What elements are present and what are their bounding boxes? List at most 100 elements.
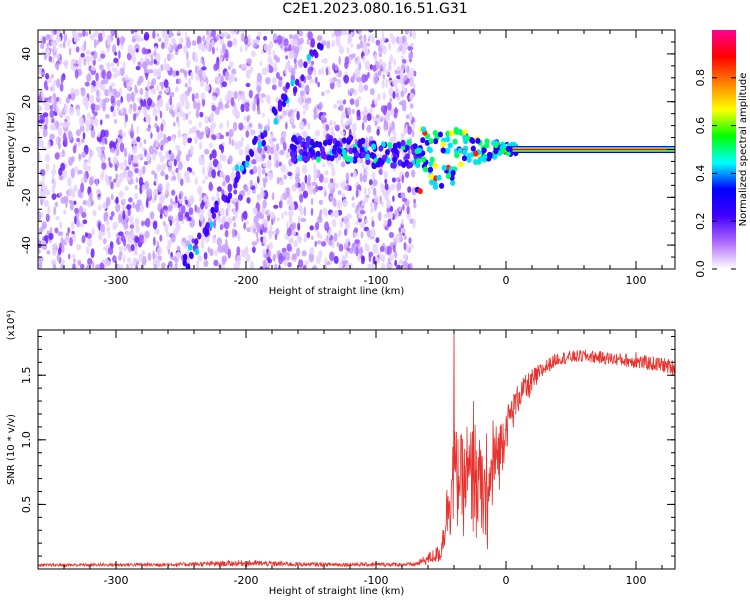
noise-blob — [118, 50, 121, 60]
noise-blob — [315, 221, 320, 231]
noise-blob — [401, 99, 407, 107]
noise-blob — [401, 45, 407, 55]
track-blob — [194, 238, 199, 246]
noise-blob — [257, 122, 262, 130]
noise-blob — [49, 133, 55, 140]
noise-blob — [356, 156, 361, 164]
noise-blob — [228, 91, 234, 96]
noise-blob — [100, 53, 106, 59]
noise-blob — [313, 167, 318, 176]
noise-blob — [44, 153, 51, 162]
noise-blob — [403, 128, 408, 135]
noise-blob — [218, 144, 223, 150]
noise-blob — [127, 153, 131, 163]
noise-blob — [202, 60, 206, 67]
band-blob — [290, 152, 296, 159]
noise-blob — [160, 123, 164, 132]
noise-blob — [290, 116, 295, 124]
noise-blob — [252, 165, 258, 174]
noise-blob — [142, 98, 147, 109]
noise-blob — [359, 172, 363, 183]
noise-blob — [191, 170, 196, 176]
noise-blob — [112, 255, 117, 263]
noise-blob — [160, 144, 164, 151]
noise-blob — [42, 128, 48, 138]
noise-blob — [225, 174, 231, 184]
noise-blob — [38, 152, 41, 162]
noise-blob — [281, 112, 286, 118]
noise-blob — [90, 248, 95, 259]
noise-blob — [388, 263, 394, 269]
noise-blob — [217, 216, 222, 223]
noise-blob — [50, 169, 57, 175]
noise-blob — [255, 221, 259, 228]
noise-blob — [333, 103, 338, 109]
noise-blob — [382, 91, 386, 101]
noise-blob — [232, 207, 236, 216]
band-blob — [320, 152, 326, 159]
noise-blob — [114, 51, 118, 56]
noise-blob — [173, 121, 176, 127]
noise-blob — [298, 30, 304, 37]
colorbar-tick-label: 0.8 — [694, 69, 707, 87]
noise-blob — [382, 45, 388, 55]
noise-blob — [64, 234, 70, 243]
noise-blob — [116, 142, 120, 150]
noise-blob — [108, 157, 111, 162]
noise-blob — [172, 265, 176, 269]
noise-blob — [71, 233, 75, 239]
noise-blob — [86, 74, 92, 82]
noise-blob — [400, 132, 405, 138]
noise-blob — [287, 148, 292, 153]
noise-blob — [131, 138, 137, 145]
y-tick-label: 20 — [20, 95, 33, 109]
noise-blob — [238, 122, 244, 131]
noise-blob — [307, 174, 311, 183]
noise-blob — [162, 163, 166, 171]
noise-blob — [363, 42, 367, 52]
noise-blob — [194, 204, 197, 212]
noise-blob — [354, 89, 357, 97]
noise-blob — [38, 104, 42, 110]
noise-blob — [351, 243, 357, 252]
noise-blob — [219, 122, 224, 129]
noise-blob — [393, 57, 397, 67]
noise-blob — [124, 185, 129, 191]
noise-blob — [293, 240, 298, 248]
noise-blob — [288, 210, 294, 218]
noise-blob — [373, 76, 379, 85]
noise-blob — [211, 122, 217, 129]
noise-blob — [386, 199, 391, 209]
track-blob — [209, 221, 214, 229]
noise-blob — [144, 230, 150, 239]
band-blob — [392, 156, 398, 163]
noise-blob — [291, 52, 295, 59]
noise-blob — [73, 37, 79, 43]
noise-blob — [130, 244, 135, 252]
noise-blob — [193, 100, 197, 110]
noise-blob — [304, 102, 309, 111]
noise-blob — [318, 199, 323, 205]
noise-blob — [151, 102, 156, 108]
noise-blob — [272, 253, 277, 262]
noise-blob — [327, 182, 334, 190]
noise-blob — [224, 190, 228, 197]
noise-blob — [301, 81, 305, 89]
noise-blob — [262, 199, 267, 209]
noise-blob — [275, 160, 279, 169]
noise-blob — [216, 186, 222, 192]
noise-blob — [368, 34, 372, 40]
noise-blob — [153, 172, 158, 179]
noise-blob — [334, 30, 340, 37]
noise-blob — [118, 213, 122, 224]
noise-blob — [252, 104, 256, 112]
noise-blob — [156, 240, 160, 247]
noise-blob — [344, 56, 350, 66]
noise-blob — [285, 55, 289, 60]
band-blob — [308, 147, 314, 154]
noise-blob — [354, 227, 358, 234]
track-blob — [285, 82, 290, 90]
noise-blob — [269, 224, 273, 232]
noise-blob — [240, 30, 246, 33]
